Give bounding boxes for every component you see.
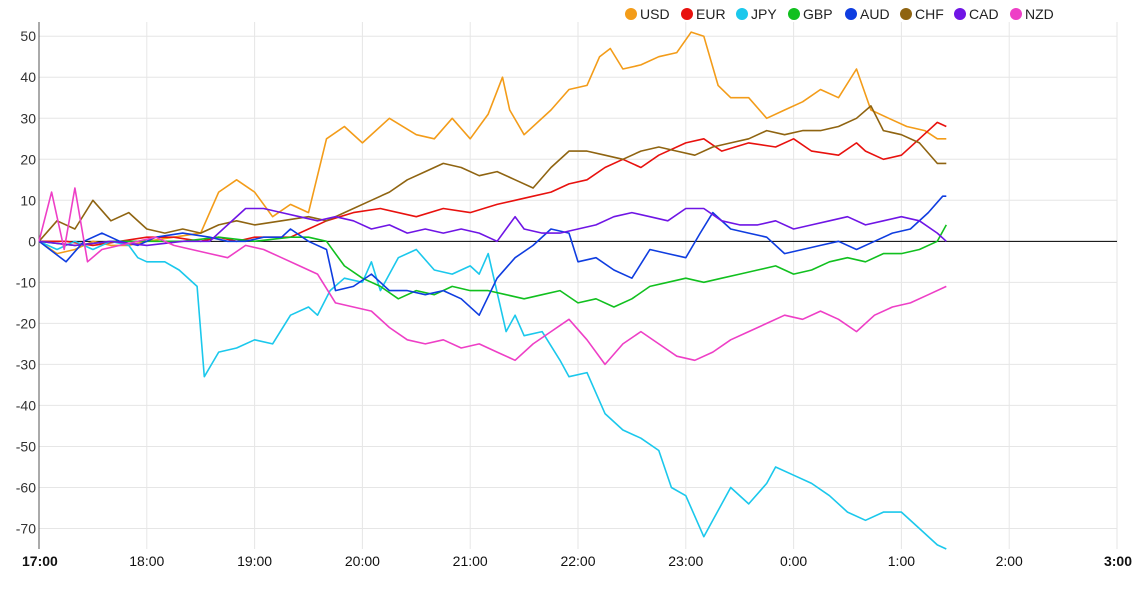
x-tick-label: 22:00 — [560, 553, 595, 569]
series-line-chf — [38, 105, 947, 242]
y-tick-label: 0 — [28, 233, 36, 249]
y-tick-label: -30 — [16, 356, 36, 372]
legend-item-gbp[interactable]: GBP — [788, 6, 833, 22]
series-line-nzd — [38, 187, 947, 366]
x-tick-label: 17:00 — [22, 553, 58, 569]
legend-swatch — [736, 8, 748, 20]
legend-swatch — [900, 8, 912, 20]
y-tick-label: -40 — [16, 397, 36, 413]
y-tick-label: 10 — [20, 192, 36, 208]
legend-label: JPY — [751, 6, 777, 22]
y-tick-label: 40 — [20, 69, 36, 85]
legend-swatch — [1010, 8, 1022, 20]
legend-item-usd[interactable]: USD — [625, 6, 670, 22]
legend: USD EUR JPY GBP AUD CHF CAD NZD — [625, 6, 1054, 22]
y-tick-label: -60 — [16, 479, 36, 495]
legend-swatch — [625, 8, 637, 20]
legend-label: USD — [640, 6, 670, 22]
x-axis-tick-labels: 17:00 18:00 19:00 20:00 21:00 22:00 23:00 0:00 1… — [22, 553, 1132, 569]
x-tick-label: 19:00 — [237, 553, 272, 569]
legend-swatch — [845, 8, 857, 20]
legend-label: AUD — [860, 6, 890, 22]
legend-item-nzd[interactable]: NZD — [1010, 6, 1054, 22]
legend-item-eur[interactable]: EUR — [681, 6, 726, 22]
x-tick-label: 2:00 — [996, 553, 1023, 569]
y-tick-label: -70 — [16, 520, 36, 536]
series-line-jpy — [38, 240, 947, 550]
x-tick-label: 1:00 — [888, 553, 915, 569]
series-line-usd — [38, 31, 947, 255]
y-tick-label: -50 — [16, 438, 36, 454]
legend-label: EUR — [696, 6, 726, 22]
legend-item-chf[interactable]: CHF — [900, 6, 944, 22]
x-tick-label: 18:00 — [129, 553, 164, 569]
y-tick-label: 30 — [20, 110, 36, 126]
legend-item-jpy[interactable]: JPY — [736, 6, 777, 22]
y-axis-tick-labels: 50 40 30 20 10 0 -10 -20 -30 -40 -50 -60 -70 — [16, 28, 36, 536]
legend-item-aud[interactable]: AUD — [845, 6, 890, 22]
legend-swatch — [788, 8, 800, 20]
x-tick-label: 21:00 — [453, 553, 488, 569]
legend-label: GBP — [803, 6, 833, 22]
legend-label: CAD — [969, 6, 999, 22]
legend-item-cad[interactable]: CAD — [954, 6, 999, 22]
x-tick-label: 20:00 — [345, 553, 380, 569]
series-lines — [38, 31, 948, 550]
y-tick-label: -10 — [16, 274, 36, 290]
series-line-gbp — [38, 224, 948, 308]
legend-swatch — [681, 8, 693, 20]
x-tick-label: 23:00 — [668, 553, 703, 569]
x-tick-label: 3:00 — [1104, 553, 1132, 569]
series-line-eur — [39, 121, 947, 247]
y-tick-label: -20 — [16, 315, 36, 331]
legend-swatch — [954, 8, 966, 20]
x-tick-label: 0:00 — [780, 553, 807, 569]
legend-label: NZD — [1025, 6, 1054, 22]
y-tick-label: 50 — [20, 28, 36, 44]
vertical-gridlines — [38, 22, 1118, 549]
series-line-aud — [38, 195, 947, 317]
legend-label: CHF — [915, 6, 944, 22]
y-tick-label: 20 — [20, 151, 36, 167]
series-line-cad — [38, 207, 947, 247]
